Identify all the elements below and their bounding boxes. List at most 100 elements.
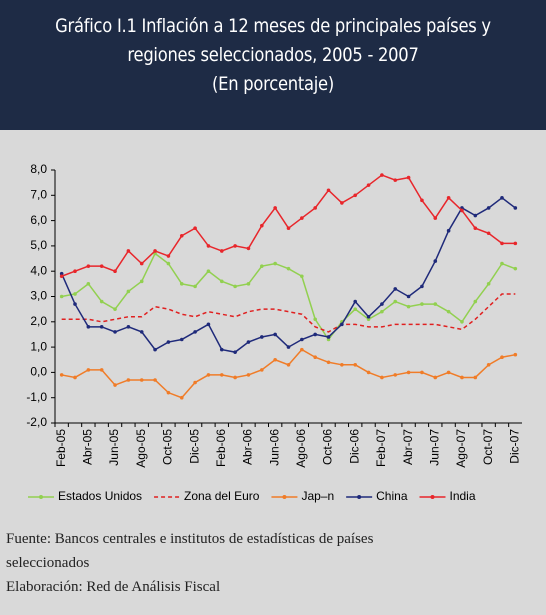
x-tick-label: Feb-06 xyxy=(214,429,228,467)
point xyxy=(193,284,197,289)
point xyxy=(233,244,237,248)
series-line xyxy=(61,348,516,399)
point xyxy=(260,264,264,268)
point xyxy=(99,264,104,268)
point xyxy=(286,266,291,271)
point xyxy=(500,241,504,246)
point xyxy=(260,223,264,228)
point xyxy=(153,249,157,253)
point xyxy=(86,282,91,286)
x-tick-label: Feb-07 xyxy=(374,429,388,467)
point xyxy=(500,355,504,360)
x-tick-label: Jun-07 xyxy=(427,429,441,466)
point xyxy=(460,375,464,380)
point xyxy=(246,373,251,377)
x-tick-label: Dic-06 xyxy=(347,429,361,464)
point xyxy=(273,357,277,362)
point xyxy=(206,373,211,377)
point xyxy=(166,340,171,344)
point xyxy=(206,269,211,273)
point xyxy=(340,201,344,205)
note: Elaboración: Red de Análisis Fiscal xyxy=(6,579,221,595)
point xyxy=(219,373,224,377)
point xyxy=(139,330,144,334)
y-tick-label: 5,0 xyxy=(30,238,47,252)
point xyxy=(206,322,211,327)
point xyxy=(273,206,277,210)
point xyxy=(166,390,171,395)
point xyxy=(366,317,371,322)
point xyxy=(486,206,491,210)
point xyxy=(139,261,144,266)
chart: -2,0 -1,0 0,0 1,0 2,0 3,0 4,0 5,0 6,0 7,0 8,0 Feb-0… xyxy=(26,162,522,503)
point xyxy=(393,373,398,377)
legend-label: China xyxy=(376,489,408,503)
point xyxy=(420,284,424,289)
point xyxy=(59,274,64,279)
header: Gráfico I.1 Inflación a 12 meses de prin… xyxy=(0,0,546,130)
point xyxy=(406,304,411,309)
point xyxy=(393,287,398,291)
point xyxy=(486,282,491,286)
point xyxy=(513,241,518,246)
point xyxy=(219,347,224,352)
point xyxy=(406,175,411,180)
point xyxy=(99,299,104,304)
y-tick-label: 0,0 xyxy=(30,365,47,379)
y-tick-label: 6,0 xyxy=(30,213,47,227)
point xyxy=(153,347,157,352)
x-tick-label: Jun-06 xyxy=(267,429,281,466)
point xyxy=(193,226,197,230)
point xyxy=(300,274,304,279)
point xyxy=(326,337,331,342)
point xyxy=(59,294,64,299)
point xyxy=(179,337,184,342)
point xyxy=(139,378,144,382)
y-tick-label: 2,0 xyxy=(30,314,47,328)
legend-marker xyxy=(357,495,362,499)
series-line xyxy=(60,196,516,353)
point xyxy=(153,378,157,382)
x-tick-label: Ago-05 xyxy=(134,429,148,468)
legend-marker xyxy=(39,495,43,499)
legend-label: India xyxy=(450,489,476,503)
point xyxy=(193,330,197,334)
point xyxy=(139,279,144,284)
point xyxy=(273,332,277,337)
point xyxy=(500,196,504,200)
point xyxy=(500,261,504,266)
point xyxy=(380,173,384,177)
point xyxy=(126,378,131,382)
point xyxy=(353,299,358,304)
point xyxy=(73,375,77,380)
point xyxy=(166,261,171,266)
x-tick-label: Feb-05 xyxy=(54,429,68,467)
point xyxy=(460,320,464,324)
point xyxy=(166,254,171,258)
point xyxy=(286,345,291,349)
point xyxy=(126,249,131,253)
point xyxy=(86,368,91,372)
point xyxy=(340,363,344,367)
point xyxy=(446,370,451,375)
point xyxy=(300,337,304,342)
point xyxy=(179,233,184,238)
point xyxy=(473,299,478,304)
point xyxy=(300,216,304,220)
point xyxy=(313,332,317,337)
x-tick-label: Jun-05 xyxy=(107,429,121,466)
point xyxy=(353,363,358,367)
point xyxy=(486,231,491,236)
point xyxy=(433,375,438,380)
point xyxy=(260,335,264,339)
point xyxy=(246,246,251,251)
x-tick-label: Abr-06 xyxy=(241,429,255,465)
point xyxy=(380,309,384,314)
x-tick-label: Oct-05 xyxy=(161,429,175,465)
x-tick-label: Oct-06 xyxy=(321,429,335,465)
point xyxy=(446,228,451,233)
x-tick-label: Abr-07 xyxy=(401,429,415,465)
y-tick-label: 7,0 xyxy=(30,187,47,201)
title-line: Gráfico I.1 Inflación a 12 meses de prin… xyxy=(55,15,491,37)
footer: Fuente: Bancos centrales e institutos de… xyxy=(6,527,456,599)
